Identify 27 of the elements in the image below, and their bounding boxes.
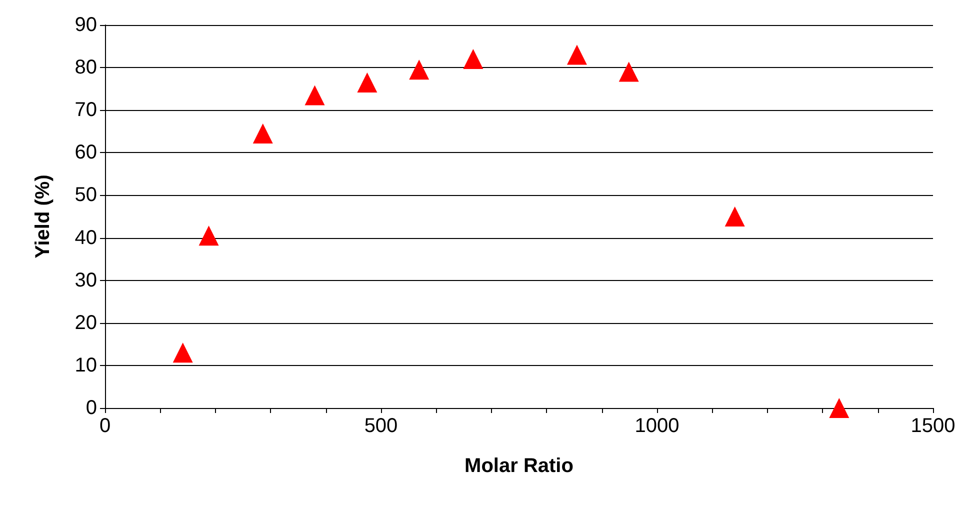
- y-tick-label: 10: [74, 354, 97, 376]
- y-tick-label: 60: [74, 142, 97, 164]
- point: [724, 206, 745, 226]
- point: [172, 342, 193, 363]
- y-tick-label: 80: [74, 56, 97, 79]
- y-tick-label: 20: [74, 312, 97, 334]
- y-tick-label: 40: [74, 226, 97, 249]
- point: [829, 398, 850, 418]
- y-tick-label: 90: [74, 14, 97, 36]
- x-tick-label: 500: [364, 415, 398, 437]
- y-tick-label: 30: [74, 269, 97, 292]
- point: [409, 60, 430, 80]
- x-tick-label: 1500: [910, 415, 956, 437]
- point: [357, 72, 378, 92]
- x-axis-title: Molar Ratio: [464, 455, 574, 477]
- y-tick-label: 0: [86, 397, 97, 419]
- y-tick-label: 50: [74, 184, 97, 206]
- point: [252, 124, 273, 144]
- x-tick-label: 1000: [634, 415, 680, 437]
- point: [304, 85, 325, 106]
- point: [463, 49, 484, 70]
- point: [618, 62, 639, 82]
- x-tick-label: 0: [99, 415, 111, 437]
- y-tick-label: 70: [74, 99, 97, 122]
- point: [566, 44, 587, 65]
- y-axis-title: Yield (%): [32, 174, 54, 258]
- point: [198, 226, 219, 246]
